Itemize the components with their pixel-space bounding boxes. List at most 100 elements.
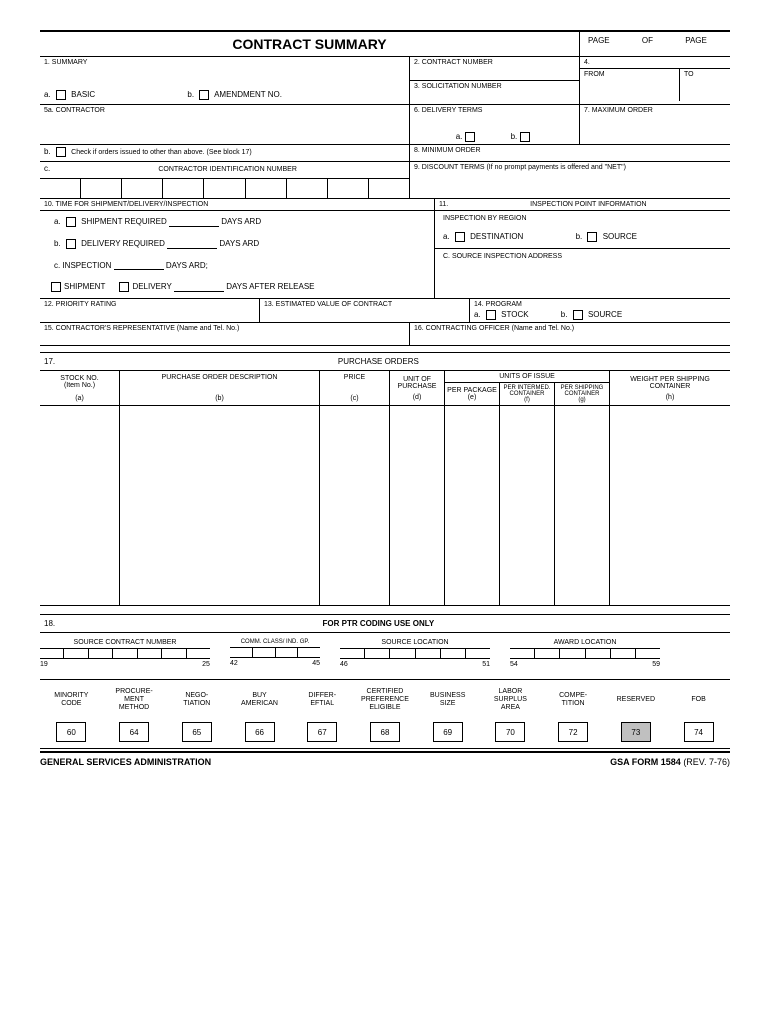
field-16: 16. CONTRACTING OFFICER (Name and Tel. N… (410, 323, 730, 345)
f5c-c: c. (44, 164, 50, 173)
f10-a: a. (54, 217, 61, 226)
code-label: BUY AMERICAN (235, 686, 285, 714)
page2-label: PAGE (685, 36, 707, 45)
basic-label: BASIC (71, 90, 95, 99)
f17-title: PURCHASE ORDERS (37, 357, 719, 366)
field-4: 4. FROM TO (580, 57, 730, 104)
days2-label: DAYS ARD (219, 239, 259, 248)
field-18-header: 18. FOR PTR CODING USE ONLY (40, 614, 730, 633)
f6-a: a. (456, 132, 463, 141)
code-column: MINORITY CODE60 (46, 686, 96, 742)
col-c: (c) (322, 395, 387, 402)
field-6: 6. DELIVERY TERMS a. b. (410, 105, 580, 144)
code-column: PROCURE-MENT METHOD 64 (109, 686, 159, 742)
shipment-checkbox[interactable] (51, 282, 61, 292)
field-14: 14. PROGRAM a. STOCK b. SOURCE (470, 299, 730, 322)
f1-b: b. (187, 90, 194, 99)
code-column: RESERVED73 (611, 686, 661, 742)
desc: PURCHASE ORDER DESCRIPTION (122, 374, 317, 381)
stock-checkbox[interactable] (486, 310, 496, 320)
dest-label: DESTINATION (470, 232, 523, 241)
delivery-checkbox[interactable] (119, 282, 129, 292)
from-label: FROM (580, 69, 680, 101)
code-column: FOB74 (674, 686, 724, 742)
f1-a: a. (44, 90, 51, 99)
field-8: 8. MINIMUM ORDER (410, 145, 730, 161)
code-box: 64 (119, 722, 149, 742)
delivery-label: DELIVERY (132, 282, 171, 291)
field-5b: b. Check if orders issued to other than … (40, 145, 410, 161)
field-5a: 5a. CONTRACTOR (40, 105, 410, 144)
contractor-label: 5a. CONTRACTOR (44, 107, 405, 114)
units-issue: UNITS OF ISSUE (445, 371, 609, 383)
code-label: PROCURE-MENT METHOD (109, 686, 159, 714)
f10-label: 10. TIME FOR SHIPMENT/DELIVERY/INSPECTIO… (40, 199, 434, 211)
code-column: DIFFER-EFTIAL67 (297, 686, 347, 742)
f5b-b: b. (44, 147, 51, 156)
dest-checkbox[interactable] (455, 232, 465, 242)
f6a-checkbox[interactable] (465, 132, 475, 142)
code-column: BUY AMERICAN66 (235, 686, 285, 742)
field-1-summary: 1. SUMMARY a. BASIC b. AMENDMENT NO. (40, 57, 410, 104)
days1-label: DAYS ARD (221, 217, 261, 226)
code-label: BUSINESS SIZE (423, 686, 473, 714)
code-box: 60 (56, 722, 86, 742)
purchase-orders-body (40, 406, 730, 606)
f14-b: b. (561, 310, 568, 319)
after-label: DAYS AFTER RELEASE (226, 282, 314, 291)
code-label: CERTIFIED PREFERENCE ELIGIBLE (360, 686, 410, 714)
stock-no: STOCK NO. (42, 375, 117, 382)
src-label: SOURCE (603, 232, 637, 241)
region-label: INSPECTION BY REGION (435, 211, 730, 226)
amend-checkbox[interactable] (199, 90, 209, 100)
weight: WEIGHT PER SHIPPING CONTAINER (612, 376, 728, 390)
f14-src-checkbox[interactable] (573, 310, 583, 320)
page-header: PAGE OF PAGE (580, 32, 730, 56)
src-loc-label: SOURCE LOCATION (340, 637, 490, 649)
col-d: (d) (392, 394, 442, 401)
stock-label: STOCK (501, 310, 528, 319)
contract-summary-form: CONTRACT SUMMARY PAGE OF PAGE 1. SUMMARY… (40, 30, 730, 749)
coding-row-2: MINORITY CODE60 PROCURE-MENT METHOD 64 NEGO… (40, 679, 730, 749)
agency-name: GENERAL SERVICES ADMINISTRATION (40, 757, 211, 767)
code-column: NEGO-TIATION65 (172, 686, 222, 742)
id-grid (40, 178, 410, 198)
code-box: 73 (621, 722, 651, 742)
field-17-header: 17. PURCHASE ORDERS (40, 352, 730, 371)
f6b-checkbox[interactable] (520, 132, 530, 142)
del-req-checkbox[interactable] (66, 239, 76, 249)
code-label: FOB (674, 686, 724, 714)
code-label: LABOR SURPLUS AREA (485, 686, 535, 714)
col-b: (b) (122, 395, 317, 402)
code-label: DIFFER-EFTIAL (297, 686, 347, 714)
code-box: 69 (433, 722, 463, 742)
of-label: OF (642, 36, 653, 45)
amend-label: AMENDMENT NO. (214, 90, 282, 99)
f5b-checkbox[interactable] (56, 147, 66, 157)
f4-num: 4. (580, 57, 730, 69)
col-f: (f) (502, 397, 552, 403)
delivery-terms-label: 6. DELIVERY TERMS (414, 107, 575, 114)
field-10: 10. TIME FOR SHIPMENT/DELIVERY/INSPECTIO… (40, 199, 435, 298)
priority-label: 12. PRIORITY RATING (44, 301, 255, 308)
field-2-3: 2. CONTRACT NUMBER 3. SOLICITATION NUMBE… (410, 57, 580, 104)
basic-checkbox[interactable] (56, 90, 66, 100)
per-int: PER INTERMED. CONTAINER (502, 385, 552, 397)
src-checkbox[interactable] (587, 232, 597, 242)
code-label: COMPE-TITION (548, 686, 598, 714)
f10-c: c. INSPECTION (54, 261, 111, 270)
f11-title: INSPECTION POINT INFORMATION (530, 201, 646, 208)
f14-a: a. (474, 310, 481, 319)
max-order-label: 7. MAXIMUM ORDER (584, 107, 726, 114)
per-pkg: PER PACKAGE (447, 387, 497, 394)
min-order-label: 8. MINIMUM ORDER (414, 147, 726, 154)
code-column: COMPE-TITION72 (548, 686, 598, 742)
f11-a: a. (443, 232, 450, 241)
shipment-label: SHIPMENT (64, 282, 105, 291)
ship-req-checkbox[interactable] (66, 217, 76, 227)
code-column: CERTIFIED PREFERENCE ELIGIBLE68 (360, 686, 410, 742)
days3-label: DAYS ARD; (166, 261, 208, 270)
purchase-orders-header: STOCK NO. (Item No.) (a) PURCHASE ORDER … (40, 371, 730, 406)
f5b-text: Check if orders issued to other than abo… (71, 149, 252, 156)
to-label: TO (680, 69, 730, 101)
